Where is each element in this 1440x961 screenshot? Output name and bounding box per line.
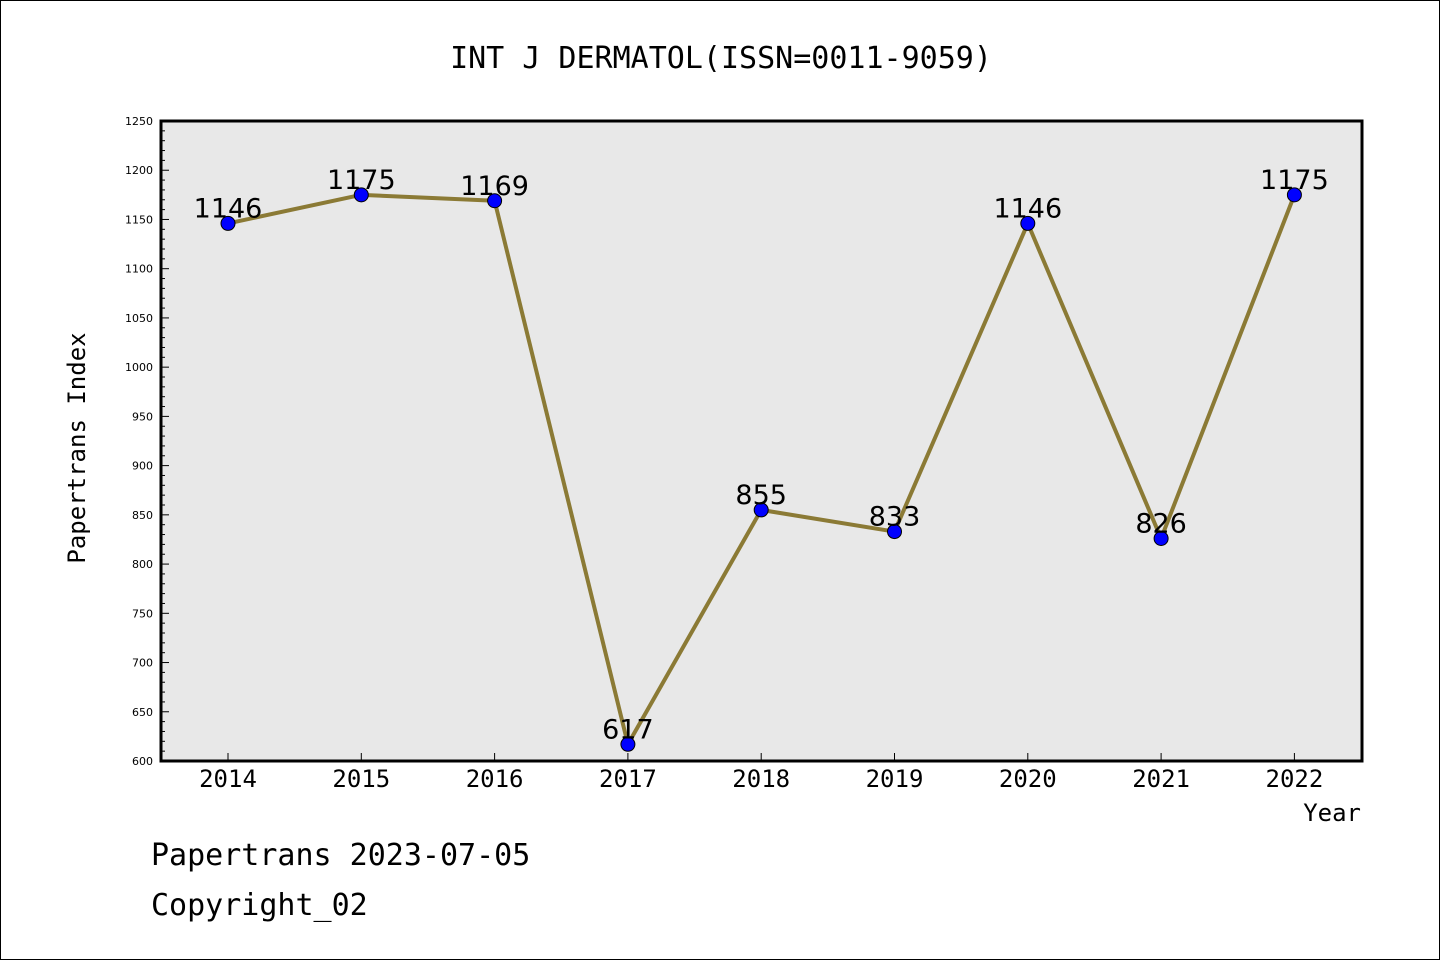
series-group: 1146 1175 1169 617 855 833 1146 826 1175 [194, 165, 1329, 752]
y-tick-label: 950 [132, 410, 153, 423]
x-tick-label: 2015 [332, 765, 390, 793]
x-tick-label: 2022 [1266, 765, 1324, 793]
x-tick-label: 2016 [466, 765, 524, 793]
data-point [1286, 187, 1302, 203]
data-point [353, 187, 369, 203]
chart-title: INT J DERMATOL(ISSN=0011-9059) [450, 41, 992, 76]
y-tick-label: 700 [132, 657, 153, 670]
x-tick-label: 2017 [599, 765, 657, 793]
y-tick-label: 1000 [125, 361, 153, 374]
data-label: 833 [869, 502, 921, 533]
y-tick-label: 600 [132, 755, 153, 768]
data-point [887, 524, 902, 540]
data-point [1020, 215, 1036, 231]
y-tick-label: 800 [132, 558, 153, 571]
data-point [220, 215, 236, 231]
y-tick-label: 1150 [125, 213, 153, 226]
data-label: 855 [735, 480, 787, 511]
y-axis: 600 650 700 750 800 850 900 950 1000 1050 1100 1150… [125, 115, 169, 768]
plot-area [159, 119, 1364, 763]
y-tick-label: 1100 [125, 263, 153, 276]
data-point [753, 502, 769, 518]
y-tick-label: 1250 [125, 115, 153, 128]
footer-copyright: Copyright_02 [151, 888, 368, 923]
x-tick-label: 2019 [866, 765, 924, 793]
data-label: 617 [602, 714, 654, 745]
y-tick-label: 1050 [125, 312, 153, 325]
data-label: 1146 [993, 193, 1062, 224]
data-label: 1169 [460, 171, 529, 202]
x-tick-label: 2018 [732, 765, 790, 793]
y-tick-label: 750 [132, 607, 153, 620]
x-tick-label: 2021 [1132, 765, 1190, 793]
x-axis-label: Year [1303, 799, 1361, 827]
data-point [1153, 530, 1169, 546]
data-label: 1175 [327, 165, 396, 196]
data-point [487, 193, 503, 209]
data-label: 1146 [194, 193, 263, 224]
x-tick-label: 2014 [199, 765, 257, 793]
x-axis: 2014 2015 2016 2017 2018 2019 2020 2021 2022 [199, 753, 1323, 793]
y-tick-label: 850 [132, 509, 153, 522]
y-axis-label: Papertrans Index [63, 332, 91, 563]
y-tick-label: 1200 [125, 164, 153, 177]
x-tick-label: 2020 [999, 765, 1057, 793]
data-point [620, 736, 636, 752]
footer-date: Papertrans 2023-07-05 [151, 838, 530, 873]
data-label: 826 [1135, 508, 1187, 539]
data-label: 1175 [1260, 165, 1329, 196]
y-tick-label: 650 [132, 706, 153, 719]
y-tick-label: 900 [132, 460, 153, 473]
